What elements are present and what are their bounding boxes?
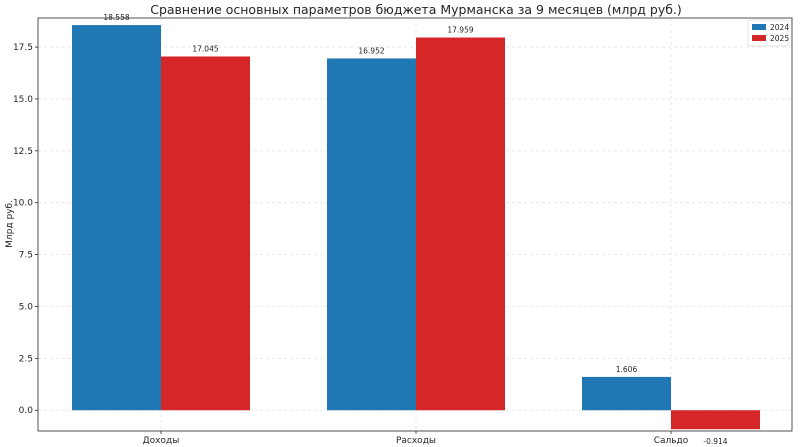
x-tick-label: Доходы xyxy=(143,436,180,446)
data-label: -0.914 xyxy=(703,437,727,446)
legend-swatch-2024 xyxy=(752,24,766,30)
y-tick-labels: 0.0 2.5 5.0 7.5 10.0 12.5 15.0 17.5 xyxy=(13,43,33,416)
bar-2025-0 xyxy=(161,56,250,411)
y-tick-label: 15.0 xyxy=(13,95,33,105)
axes xyxy=(35,17,793,434)
bar-2024-0 xyxy=(72,25,161,411)
plot-frame xyxy=(37,17,793,432)
legend-label-2025: 2025 xyxy=(770,34,789,43)
bar-2024-2 xyxy=(582,376,671,411)
y-tick-label: 0.0 xyxy=(19,406,34,416)
x-tick-labels: Доходы Расходы Сальдо xyxy=(143,436,689,446)
legend: 2024 2025 xyxy=(747,19,789,47)
y-tick-label: 2.5 xyxy=(19,354,33,364)
y-tick-label: 5.0 xyxy=(19,302,34,312)
value-labels: 18.558 16.952 1.606 17.045 17.959 -0.914 xyxy=(103,13,727,446)
legend-swatch-2025 xyxy=(752,35,766,41)
y-tick-label: 12.5 xyxy=(13,147,33,157)
data-label: 17.959 xyxy=(447,26,473,35)
data-label: 16.952 xyxy=(358,46,384,55)
bar-2025-1 xyxy=(416,37,505,411)
legend-label-2024: 2024 xyxy=(770,23,789,32)
bar-2025-2 xyxy=(671,410,760,430)
y-axis-label: Млрд руб. xyxy=(5,200,15,248)
x-tick-label: Расходы xyxy=(396,436,436,446)
y-tick-label: 7.5 xyxy=(19,251,33,261)
data-label: 1.606 xyxy=(616,365,638,374)
data-label: 18.558 xyxy=(103,13,129,22)
bars xyxy=(72,25,760,430)
bar-2024-1 xyxy=(327,58,416,411)
chart-title: Сравнение основных параметров бюджета Му… xyxy=(150,2,682,17)
y-tick-label: 17.5 xyxy=(13,43,33,53)
data-label: 17.045 xyxy=(192,44,218,53)
y-tick-label: 10.0 xyxy=(13,199,33,209)
x-tick-label: Сальдо xyxy=(654,436,689,446)
